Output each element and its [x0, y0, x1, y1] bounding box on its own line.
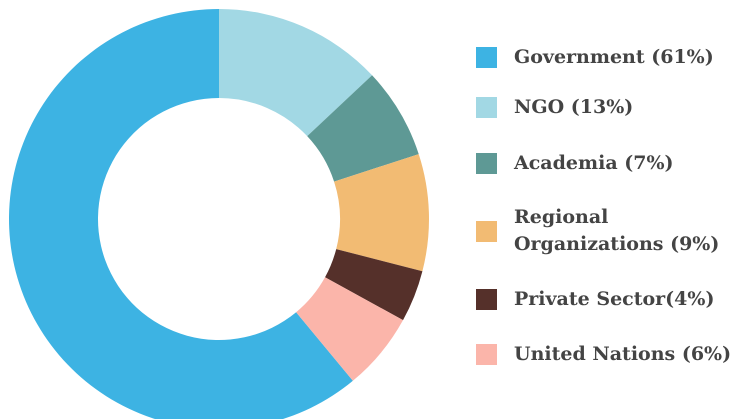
legend-swatch: [476, 288, 497, 310]
donut-segment: [9, 9, 353, 419]
legend-item: Private Sector(4%): [476, 286, 739, 313]
legend-item: NGO (13%): [476, 94, 739, 121]
legend-swatch: [476, 46, 497, 68]
legend-label: Private Sector(4%): [514, 287, 715, 310]
donut: [9, 9, 429, 419]
legend-item: Academia (7%): [476, 150, 739, 177]
legend-item: Regional Organizations (9%): [476, 204, 739, 258]
donut-segment: [334, 154, 429, 272]
legend-label: Regional Organizations (9%): [514, 206, 720, 255]
legend-label: Academia (7%): [514, 151, 674, 174]
legend-swatch: [476, 96, 497, 118]
legend-label: Government (61%): [514, 45, 714, 68]
legend-label: United Nations (6%): [514, 342, 732, 365]
donut-segment: [296, 277, 404, 381]
legend-swatch: [476, 343, 497, 365]
donut-segment: [307, 75, 419, 182]
donut-segment: [325, 249, 423, 321]
legend-swatch: [476, 152, 497, 174]
legend-label: NGO (13%): [514, 95, 634, 118]
legend-item: United Nations (6%): [476, 341, 739, 368]
legend-item: Government (61%): [476, 44, 739, 71]
donut-segment: [219, 9, 373, 137]
legend-swatch: [476, 220, 497, 242]
